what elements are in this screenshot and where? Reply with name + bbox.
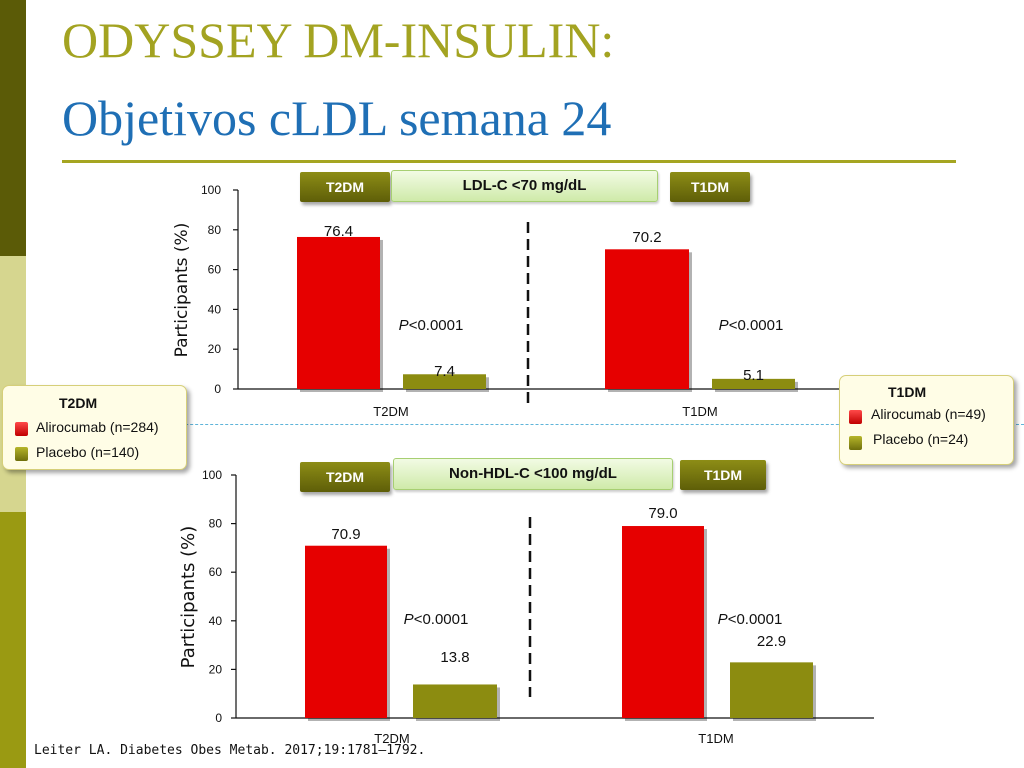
chart1-tag-t1dm: T1DM <box>670 172 750 202</box>
value-label: 5.1 <box>743 367 764 384</box>
category-label: T2DM <box>373 404 408 419</box>
chart2-tag-t1dm: T1DM <box>680 460 766 490</box>
bar-placebo <box>413 684 497 718</box>
title-rule <box>62 160 956 163</box>
y-tick-label: 80 <box>209 517 223 531</box>
legend-t1dm-title: T1DM <box>888 384 927 400</box>
legend-swatch-alirocumab <box>849 410 862 424</box>
legend-t2dm-placebo: Placebo (n=140) <box>36 444 140 460</box>
bar-alirocumab <box>622 526 704 718</box>
y-axis-title: Participants (%) <box>172 223 192 358</box>
p-value-label: P<0.0001 <box>399 317 464 334</box>
y-tick-label: 100 <box>202 468 222 482</box>
bar-shadow <box>416 687 500 721</box>
legend-t2dm-alirocumab: Alirocumab (n=284) <box>36 419 159 435</box>
chart2-criterion-label: Non-HDL-C <100 mg/dL <box>393 458 673 490</box>
value-label: 7.4 <box>434 363 455 380</box>
y-tick-label: 0 <box>215 711 222 725</box>
y-tick-label: 80 <box>208 223 222 237</box>
value-label: 70.2 <box>632 229 661 246</box>
y-tick-label: 60 <box>208 263 222 277</box>
bar-shadow <box>608 252 692 392</box>
bar-shadow <box>406 377 489 392</box>
y-tick-label: 100 <box>201 183 221 197</box>
value-label: 22.9 <box>757 633 786 650</box>
bar-shadow <box>733 665 816 721</box>
legend-t1dm-alirocumab: Alirocumab (n=49) <box>871 406 986 422</box>
y-tick-label: 60 <box>209 565 223 579</box>
bar-placebo <box>730 662 813 718</box>
category-label: T1DM <box>682 404 717 419</box>
slide-title: ODYSSEY DM-INSULIN: <box>62 12 615 68</box>
legend-t1dm-placebo: Placebo (n=24) <box>873 431 969 447</box>
sidebar-stripe <box>0 0 26 768</box>
legend-t1dm: T1DM Alirocumab (n=49) Placebo (n=24) <box>839 375 1014 465</box>
p-value-label: P<0.0001 <box>404 611 469 628</box>
y-tick-label: 40 <box>208 302 222 316</box>
legend-swatch-alirocumab <box>15 422 28 436</box>
bar-shadow <box>308 548 390 721</box>
y-tick-label: 0 <box>214 382 221 396</box>
chart1-criterion-label: LDL-C <70 mg/dL <box>391 170 658 202</box>
p-value-label: P<0.0001 <box>719 317 784 334</box>
y-axis-title: Participants (%) <box>178 526 199 669</box>
bar-alirocumab <box>297 236 380 389</box>
bar-placebo <box>712 378 795 389</box>
sidebar-block-light <box>0 256 26 512</box>
value-label: 76.4 <box>324 223 353 240</box>
slide-subtitle: Objetivos cLDL semana 24 <box>62 90 612 146</box>
bar-shadow <box>715 381 798 392</box>
y-tick-label: 40 <box>209 614 223 628</box>
bar-shadow <box>625 529 707 721</box>
legend-swatch-placebo <box>15 447 28 461</box>
chart2-tag-t2dm: T2DM <box>300 462 390 492</box>
legend-t2dm-title: T2DM <box>59 395 98 411</box>
p-value-label: P<0.0001 <box>718 611 783 628</box>
sidebar-block-olive <box>0 512 26 768</box>
value-label: 79.0 <box>648 505 677 522</box>
chart1-tag-t2dm: T2DM <box>300 172 390 202</box>
section-divider <box>40 424 1024 425</box>
bar-placebo <box>403 374 486 389</box>
value-label: 13.8 <box>440 649 469 666</box>
bar-alirocumab <box>305 545 387 718</box>
sidebar-block-dark <box>0 0 26 256</box>
legend-swatch-placebo <box>849 436 862 450</box>
citation: Leiter LA. Diabetes Obes Metab. 2017;19:… <box>34 743 426 758</box>
y-tick-label: 20 <box>209 662 223 676</box>
bar-alirocumab <box>605 249 689 389</box>
value-label: 70.9 <box>331 526 360 543</box>
y-tick-label: 20 <box>208 342 222 356</box>
legend-t2dm: T2DM Alirocumab (n=284) Placebo (n=140) <box>2 385 187 470</box>
category-label: T1DM <box>698 731 733 746</box>
bar-shadow <box>300 239 383 392</box>
